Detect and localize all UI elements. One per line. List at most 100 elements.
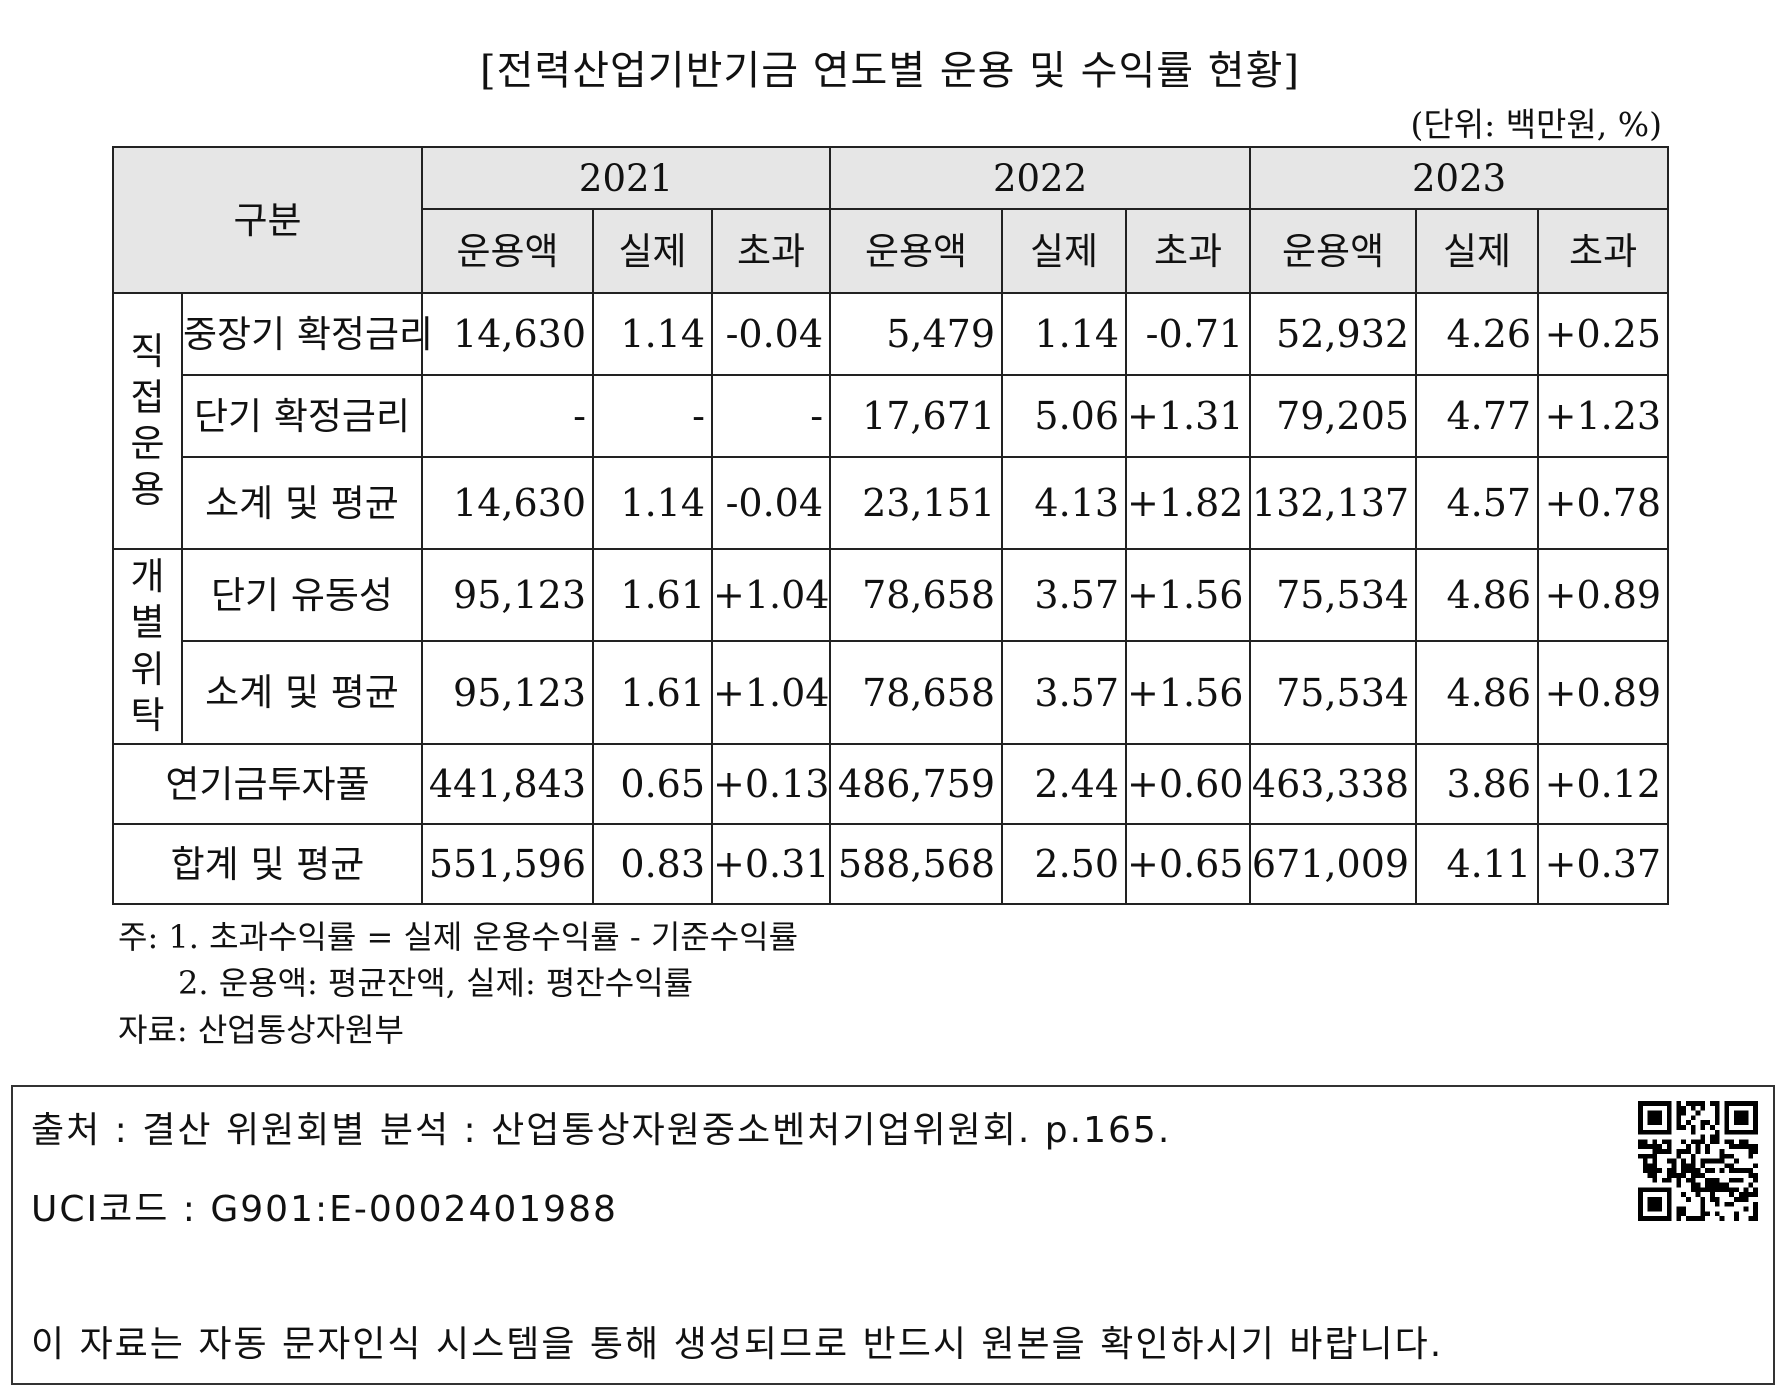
table-cell: 1.14 — [592, 292, 713, 376]
table-cell: 4.57 — [1415, 456, 1540, 550]
sub-header: 운용액 — [1249, 208, 1418, 294]
table-row: 단기 확정금리 - - -17,671 5.06 +1.31 79,205 4.77 +1.23 — [113, 374, 1670, 458]
table-cell: 2.50 — [1001, 823, 1128, 905]
table-cell: 551,596 — [421, 823, 594, 905]
table-cell: - — [710, 374, 832, 458]
table-row: 소계 및 평균 95,123 1.61 +1.04 78,658 3.57 +1.56 75,… — [113, 640, 1670, 745]
table-cell: 463,338 — [1249, 743, 1418, 825]
table-cell: 1.61 — [592, 640, 713, 745]
table-cell: 132,137 — [1249, 456, 1418, 550]
table-cell: +0.13 — [710, 743, 832, 825]
row-label: 단기 유동성 — [181, 548, 423, 642]
table-cell: -0.71 — [1125, 292, 1252, 376]
table-cell: 1.14 — [1001, 292, 1128, 376]
table-cell: 75,534 — [1249, 640, 1418, 745]
table-cell: +1.31 — [1125, 374, 1252, 458]
table-cell: 78,658 — [829, 548, 1004, 642]
sub-header: 실제 — [592, 208, 713, 294]
table-cell: +1.82 — [1125, 456, 1252, 550]
table-cell: 95,123 — [421, 548, 594, 642]
table-row: 개 별 위 탁 단기 유동성 95,123 1.61 +1.04 78,658 3.57 +… — [112, 548, 1670, 745]
table-cell: +0.25 — [1537, 292, 1670, 376]
sub-header: 실제 — [1415, 208, 1540, 294]
table-cell: - — [592, 374, 713, 458]
row-label: 연기금투자풀 — [112, 743, 423, 825]
table-cell: 3.86 — [1415, 743, 1540, 825]
table-cell: 5.06 — [1001, 374, 1128, 458]
uci-code: UCI코드 : G901:E-0002401988 — [31, 1189, 618, 1230]
table-cell: 4.11 — [1415, 823, 1540, 905]
table-cell: 79,205 — [1249, 374, 1418, 458]
group-label-text: 직 접 운 용 — [130, 329, 165, 512]
year-header: 2023 — [1249, 146, 1670, 210]
year-header: 2021 — [420, 146, 832, 210]
table-cell: - — [421, 374, 594, 458]
sub-header: 실제 — [1001, 208, 1128, 294]
table-cell: +0.65 — [1125, 823, 1252, 905]
table-cell: 52,932 — [1249, 292, 1418, 376]
fund-returns-table: 구분 2021 2022 2023 운용액 실제 초과 운용액 실제 초과 운용… — [112, 146, 1670, 905]
table-cell: 588,568 — [829, 823, 1004, 905]
note-1: 주: 1. 초과수익률 = 실제 운용수익률 - 기준수익률 — [118, 918, 799, 956]
row-label: 소계 및 평균 — [181, 456, 423, 550]
table-cell: 4.77 — [1415, 374, 1540, 458]
note-2: 2. 운용액: 평균잔액, 실제: 평잔수익률 — [178, 964, 694, 1002]
table-cell: +0.31 — [710, 823, 832, 905]
table-row: 소계 및 평균 14,630 1.14 -0.04 23,151 4.13 +1.82 132… — [113, 456, 1670, 550]
source-box: 출처 : 결산 위원회별 분석 : 산업통상자원중소벤처기업위원회. p.165… — [11, 1085, 1775, 1385]
unit-label: (단위: 백만원, %) — [1410, 105, 1663, 144]
table-cell: +1.56 — [1125, 548, 1252, 642]
table-cell: 4.13 — [1001, 456, 1128, 550]
table-cell: -0.04 — [710, 292, 832, 376]
ocr-disclaimer: 이 자료는 자동 문자인식 시스템을 통해 생성되므로 반드시 원본을 확인하시… — [31, 1324, 1444, 1365]
group-label-trust: 개 별 위 탁 — [112, 548, 183, 745]
table-cell: 0.83 — [592, 823, 713, 905]
group-label-direct: 직 접 운 용 — [112, 292, 183, 550]
table-cell: +1.56 — [1125, 640, 1252, 745]
table-cell: +0.89 — [1537, 640, 1670, 745]
table-cell: 441,843 — [421, 743, 594, 825]
table-cell: 3.57 — [1001, 640, 1128, 745]
table-cell: 95,123 — [421, 640, 594, 745]
table-cell: 671,009 — [1249, 823, 1418, 905]
table-cell: 0.65 — [592, 743, 713, 825]
table-cell: +0.60 — [1125, 743, 1252, 825]
qr-code-icon — [1638, 1101, 1758, 1221]
row-label: 중장기 확정금리 — [181, 292, 433, 376]
table-cell: 4.86 — [1415, 548, 1540, 642]
table-cell: 486,759 — [829, 743, 1004, 825]
table-row: 합계 및 평균 551,596 0.83 +0.31 588,568 2.50 +0.65 6… — [112, 823, 1670, 905]
source-line: 출처 : 결산 위원회별 분석 : 산업통상자원중소벤처기업위원회. p.165… — [31, 1110, 1172, 1151]
table-cell: +1.04 — [710, 640, 832, 745]
sub-header: 운용액 — [829, 208, 1004, 294]
table-cell: +0.78 — [1537, 456, 1670, 550]
year-header: 2022 — [829, 146, 1252, 210]
group-label-text: 개 별 위 탁 — [130, 555, 165, 737]
table-cell: 78,658 — [829, 640, 1004, 745]
table-cell: 23,151 — [829, 456, 1004, 550]
sub-header: 운용액 — [421, 208, 594, 294]
sub-header: 초과 — [1125, 208, 1252, 294]
table-title: [전력산업기반기금 연도별 운용 및 수익률 현황] — [480, 48, 1300, 94]
row-label: 합계 및 평균 — [112, 823, 423, 905]
corner-header: 구분 — [112, 146, 423, 294]
table-cell: 17,671 — [829, 374, 1004, 458]
table-row: 직 접 운 용 중장기 확정금리 14,630 1.14 -0.04 5,479 1.14… — [112, 292, 1670, 550]
table-row: 연기금투자풀 441,843 0.65 +0.13 486,759 2.44 +0.60 46… — [112, 743, 1670, 825]
table-cell: 4.26 — [1415, 292, 1540, 376]
table-cell: 75,534 — [1249, 548, 1418, 642]
row-label: 소계 및 평균 — [181, 640, 423, 745]
table-cell: -0.04 — [710, 456, 832, 550]
table-cell: 14,630 — [421, 292, 594, 376]
table-cell: 4.86 — [1415, 640, 1540, 745]
sub-header: 초과 — [710, 208, 832, 294]
table-cell: 1.14 — [592, 456, 713, 550]
table-cell: +1.04 — [710, 548, 832, 642]
row-label: 단기 확정금리 — [181, 374, 423, 458]
table-cell: 3.57 — [1001, 548, 1128, 642]
table-cell: +0.12 — [1537, 743, 1670, 825]
data-source: 자료: 산업통상자원부 — [118, 1011, 404, 1049]
table-cell: 2.44 — [1001, 743, 1128, 825]
table-cell: 1.61 — [592, 548, 713, 642]
table-cell: 5,479 — [829, 292, 1004, 376]
